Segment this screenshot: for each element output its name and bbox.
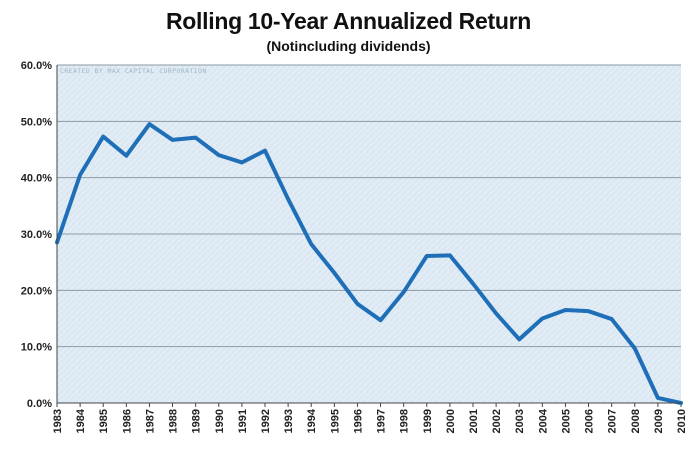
x-tick-label: 2001 (468, 409, 480, 433)
data-point (217, 153, 221, 157)
data-point (448, 253, 452, 257)
data-point (610, 317, 614, 321)
x-tick-label: 1999 (422, 409, 434, 433)
y-tick-label: 30.0% (21, 229, 52, 241)
x-tick-label: 1984 (75, 408, 87, 433)
x-axis: 1983 1984 1985 1986 1987 1988 1989 1990 1991 1992… (52, 403, 688, 433)
x-tick-label: 1995 (329, 409, 341, 433)
x-tick-label: 2006 (584, 409, 596, 433)
x-tick-label: 1991 (237, 409, 249, 433)
data-point (263, 149, 267, 153)
x-tick-label: 2003 (514, 409, 526, 433)
data-point (147, 122, 151, 126)
y-tick-label: 60.0% (21, 60, 52, 72)
data-point (656, 396, 660, 400)
x-tick-label: 1998 (399, 409, 411, 433)
x-tick-label: 2010 (676, 409, 688, 433)
data-point (563, 308, 567, 312)
x-tick-label: 1988 (168, 409, 180, 433)
data-point (587, 309, 591, 313)
series-group (55, 122, 683, 405)
x-tick-label: 1997 (376, 409, 388, 433)
data-point (309, 242, 313, 246)
x-tick-label: 1996 (352, 409, 364, 433)
x-tick-label: 2007 (607, 409, 619, 433)
data-point (171, 138, 175, 142)
data-point (101, 135, 105, 139)
x-tick-label: 2004 (537, 408, 549, 433)
y-tick-label: 20.0% (21, 285, 52, 297)
y-tick-label: 0.0% (27, 398, 52, 410)
x-tick-label: 1985 (98, 409, 110, 433)
x-tick-label: 1994 (306, 408, 318, 433)
x-tick-label: 2005 (560, 409, 572, 433)
data-point (425, 254, 429, 258)
data-point (471, 282, 475, 286)
x-tick-label: 2008 (630, 409, 642, 433)
x-tick-label: 2002 (491, 409, 503, 433)
y-tick-label: 40.0% (21, 173, 52, 185)
y-axis: 0.0% 10.0% 20.0% 30.0% 40.0% 50.0% 60.0% (21, 60, 52, 410)
data-point (332, 271, 336, 275)
data-point (355, 302, 359, 306)
data-point (78, 173, 82, 177)
x-tick-label: 1993 (283, 409, 295, 433)
data-point (494, 311, 498, 315)
grid-lines (57, 64, 681, 348)
y-tick-label: 50.0% (21, 116, 52, 128)
credit-text: CREATED BY MAX CAPITAL CORPORATION (60, 67, 207, 75)
x-tick-label: 1983 (52, 409, 64, 433)
x-tick-label: 1986 (121, 409, 133, 433)
x-tick-label: 1989 (191, 409, 203, 433)
y-tick-label: 10.0% (21, 342, 52, 354)
data-point (402, 290, 406, 294)
data-point (240, 160, 244, 164)
data-point (517, 337, 521, 341)
data-point (286, 197, 290, 201)
data-point (633, 346, 637, 350)
data-point (540, 317, 544, 320)
x-tick-label: 1992 (260, 409, 272, 433)
data-point (379, 318, 383, 322)
series-line (55, 122, 683, 405)
data-point (194, 136, 198, 140)
data-point (124, 154, 128, 158)
x-tick-label: 2000 (445, 409, 457, 433)
x-tick-label: 2009 (653, 409, 665, 433)
x-tick-label: 1990 (214, 409, 226, 433)
x-tick-label: 1987 (144, 409, 156, 433)
chart-subtitle: (Notincluding dividends) (266, 38, 431, 54)
chart-title: Rolling 10-Year Annualized Return (166, 8, 531, 34)
